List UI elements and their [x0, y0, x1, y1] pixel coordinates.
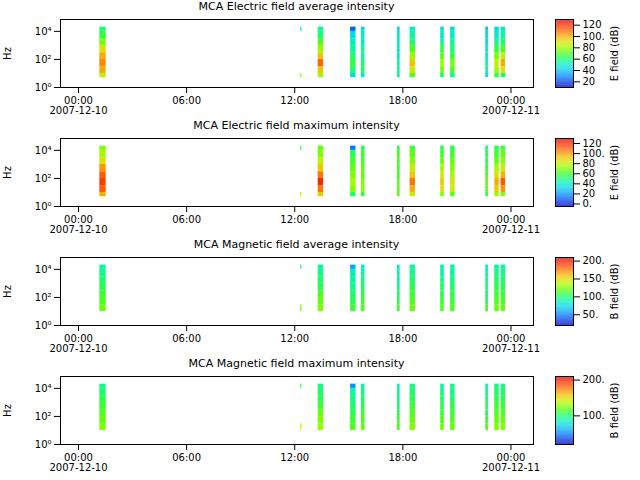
- svg-text:100.: 100.: [583, 148, 605, 159]
- svg-text:10⁴: 10⁴: [35, 26, 52, 37]
- svg-text:100.: 100.: [583, 410, 605, 421]
- svg-text:00:002007-12-10: 00:002007-12-10: [49, 333, 107, 354]
- svg-text:10⁴: 10⁴: [35, 145, 52, 156]
- svg-text:12:00: 12:00: [280, 214, 309, 225]
- svg-text:Hz: Hz: [2, 47, 13, 60]
- svg-text:B field (dB): B field (dB): [609, 264, 620, 320]
- html-text:MCA Electric field average int: MCA Electric field average intensity: [198, 0, 395, 13]
- svg-text:00:002007-12-11: 00:002007-12-11: [482, 95, 540, 116]
- svg-text:18:00: 18:00: [388, 95, 417, 106]
- svg-text:10²: 10²: [35, 173, 52, 184]
- svg-text:00:002007-12-11: 00:002007-12-11: [482, 214, 540, 235]
- svg-text:120: 120: [583, 19, 602, 30]
- svg-text:0.: 0.: [583, 198, 593, 209]
- svg-text:10⁴: 10⁴: [35, 383, 52, 394]
- html-text:MCA Electric field maximum int: MCA Electric field maximum intensity: [193, 119, 400, 132]
- html-text:MCA Magnetic field average int: MCA Magnetic field average intensity: [193, 238, 400, 251]
- svg-text:100.: 100.: [583, 31, 605, 42]
- svg-text:00:002007-12-10: 00:002007-12-10: [49, 452, 107, 473]
- svg-text:60: 60: [583, 168, 596, 179]
- svg-text:10⁰: 10⁰: [35, 201, 52, 212]
- svg-text:Hz: Hz: [2, 285, 13, 298]
- svg-text:150.: 150.: [583, 273, 605, 284]
- svg-text:E field (dB): E field (dB): [609, 145, 620, 200]
- svg-text:Hz: Hz: [2, 404, 13, 417]
- svg-text:200.: 200.: [583, 374, 605, 385]
- svg-text:12:00: 12:00: [280, 333, 309, 344]
- svg-text:100.: 100.: [583, 291, 605, 302]
- svg-text:40: 40: [583, 65, 596, 76]
- svg-text:00:002007-12-10: 00:002007-12-10: [49, 214, 107, 235]
- svg-text:10⁴: 10⁴: [35, 264, 52, 275]
- svg-text:06:00: 06:00: [172, 333, 201, 344]
- html-text:MCA Magnetic field maximum int: MCA Magnetic field maximum intensity: [188, 357, 405, 370]
- svg-text:10⁰: 10⁰: [35, 82, 52, 93]
- svg-text:10²: 10²: [35, 54, 52, 65]
- svg-text:10⁰: 10⁰: [35, 320, 52, 331]
- svg-text:12:00: 12:00: [280, 95, 309, 106]
- svg-text:80: 80: [583, 158, 596, 169]
- svg-text:00:002007-12-10: 00:002007-12-10: [49, 95, 107, 116]
- svg-text:18:00: 18:00: [388, 452, 417, 463]
- svg-text:20: 20: [583, 188, 596, 199]
- svg-text:18:00: 18:00: [388, 333, 417, 344]
- svg-text:06:00: 06:00: [172, 95, 201, 106]
- svg-text:18:00: 18:00: [388, 214, 417, 225]
- svg-text:10²: 10²: [35, 292, 52, 303]
- svg-text:Hz: Hz: [2, 166, 13, 179]
- svg-text:E field (dB): E field (dB): [609, 26, 620, 81]
- svg-text:B field (dB): B field (dB): [609, 383, 620, 439]
- svg-text:20: 20: [583, 76, 596, 87]
- svg-text:80: 80: [583, 42, 596, 53]
- svg-text:10⁰: 10⁰: [35, 439, 52, 450]
- svg-text:50.: 50.: [583, 309, 599, 320]
- svg-text:60: 60: [583, 53, 596, 64]
- svg-text:06:00: 06:00: [172, 214, 201, 225]
- svg-text:200.: 200.: [583, 255, 605, 266]
- svg-text:40: 40: [583, 178, 596, 189]
- svg-text:06:00: 06:00: [172, 452, 201, 463]
- svg-text:00:002007-12-11: 00:002007-12-11: [482, 333, 540, 354]
- svg-text:10²: 10²: [35, 411, 52, 422]
- svg-text:12:00: 12:00: [280, 452, 309, 463]
- svg-text:00:002007-12-11: 00:002007-12-11: [482, 452, 540, 473]
- svg-text:120: 120: [583, 138, 602, 149]
